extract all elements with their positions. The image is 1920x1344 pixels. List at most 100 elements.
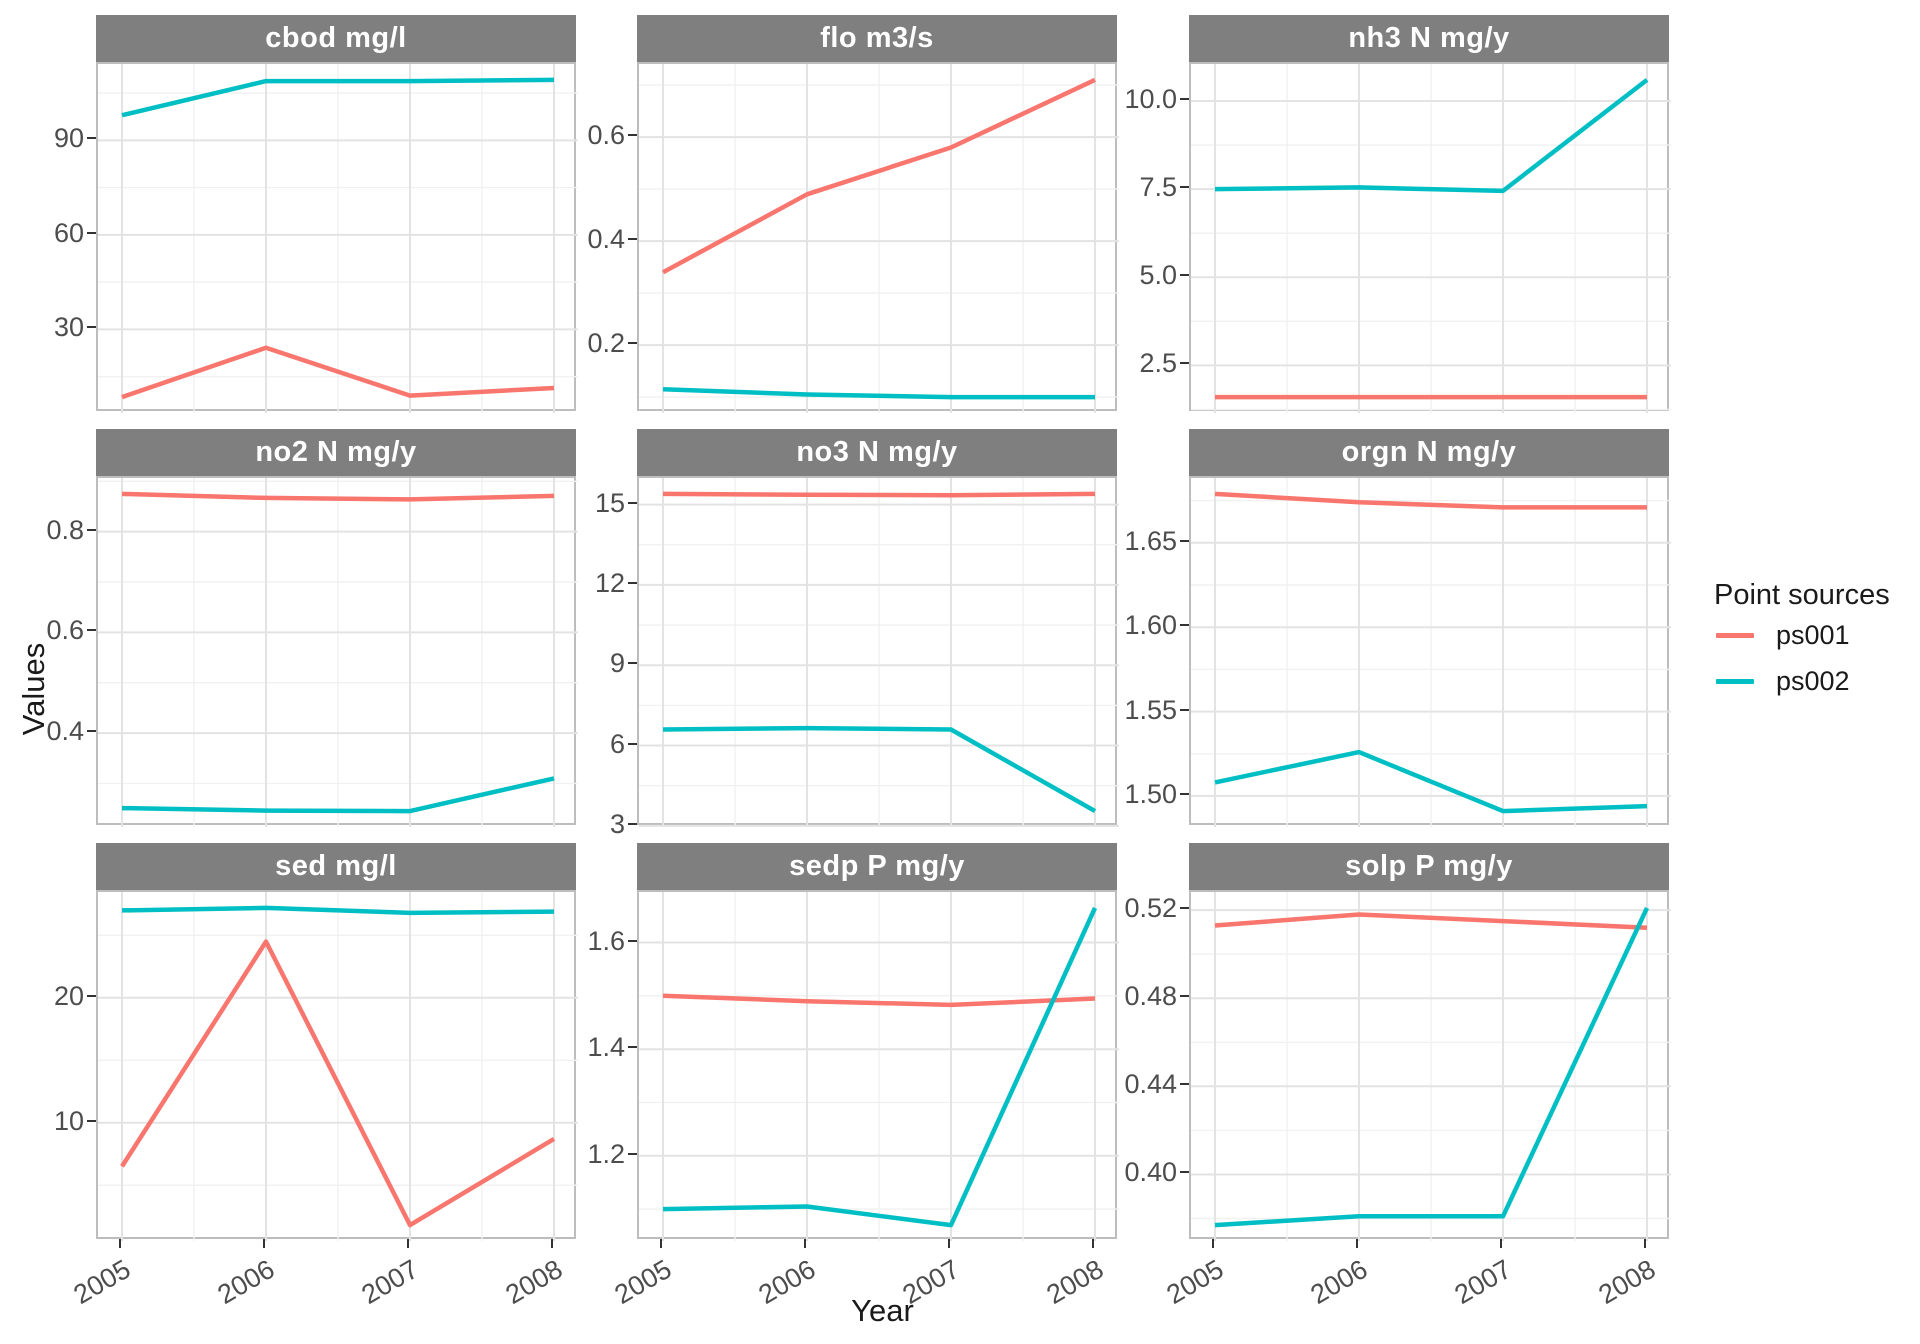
legend-entry: ps002 [1714, 658, 1920, 704]
series-line-ps002 [662, 387, 1095, 400]
y-tick-label: 90 [53, 123, 84, 153]
y-tick-label: 0.2 [587, 328, 625, 358]
legend: Point sources ps001 ps002 [1714, 578, 1920, 704]
series-line-ps001 [120, 939, 556, 1228]
y-tick-mark [628, 134, 637, 136]
facet-panel [96, 476, 578, 827]
y-tick-mark [628, 743, 637, 745]
y-tick-label: 30 [53, 312, 84, 342]
facet-strip-title: orgn N mg/y [1341, 436, 1517, 468]
y-tick-mark [628, 502, 637, 504]
y-tick-mark [1180, 1083, 1189, 1085]
y-tick-label: 6 [609, 729, 625, 759]
panel-plot-svg [98, 64, 578, 413]
y-tick-label: 0.4 [587, 224, 625, 254]
facet-strip: cbod mg/l [96, 15, 576, 62]
legend-entry-label: ps002 [1776, 665, 1850, 696]
y-tick-mark [1180, 186, 1189, 188]
x-tick-mark [948, 1239, 950, 1248]
series-line-ps002 [121, 905, 555, 916]
y-tick-mark [87, 326, 96, 328]
y-tick-label: 0.6 [46, 615, 84, 645]
facet-strip: sed mg/l [96, 843, 576, 890]
y-tick-mark [1180, 907, 1189, 909]
x-tick-mark [551, 1239, 553, 1248]
y-tick-label: 0.52 [1124, 893, 1177, 923]
facet-panel [96, 890, 578, 1241]
legend-entry: ps001 [1714, 612, 1920, 658]
series-line-ps001 [661, 77, 1096, 275]
y-tick-label: 10.0 [1124, 84, 1177, 114]
facet-panel [637, 890, 1119, 1241]
y-tick-mark [628, 238, 637, 240]
y-tick-mark [1180, 362, 1189, 364]
series-line-ps001 [662, 491, 1096, 498]
y-tick-label: 9 [609, 648, 625, 678]
y-tick-mark [628, 662, 637, 664]
y-tick-label: 7.5 [1139, 172, 1177, 202]
y-tick-mark [87, 629, 96, 631]
x-tick-mark [804, 1239, 806, 1248]
y-tick-mark [87, 995, 96, 997]
x-tick-mark [1356, 1239, 1358, 1248]
facet-strip: orgn N mg/y [1189, 429, 1669, 476]
panel-plot-svg [1191, 892, 1671, 1241]
facet-strip: solp P mg/y [1189, 843, 1669, 890]
facet-strip-title: solp P mg/y [1345, 850, 1513, 882]
series-line-ps002 [121, 776, 555, 814]
facet-panel [1189, 62, 1671, 413]
y-tick-label: 1.50 [1124, 779, 1177, 809]
series-line-ps002 [121, 77, 555, 118]
facet-strip-title: no3 N mg/y [796, 436, 958, 468]
panel-plot-svg [639, 892, 1119, 1241]
x-tick-mark [1212, 1239, 1214, 1248]
facet-strip: no2 N mg/y [96, 429, 576, 476]
series-line-ps001 [662, 993, 1096, 1008]
facet-panel [1189, 890, 1671, 1241]
y-tick-label: 20 [53, 981, 84, 1011]
series-line-ps001 [1214, 491, 1647, 510]
legend-key-line-icon [1716, 678, 1754, 684]
y-tick-mark [628, 582, 637, 584]
facet-panel [1189, 476, 1671, 827]
facet-strip-title: cbod mg/l [265, 22, 407, 54]
y-tick-mark [1180, 995, 1189, 997]
y-tick-mark [628, 940, 637, 942]
y-tick-mark [628, 823, 637, 825]
y-tick-mark [628, 1153, 637, 1155]
series-line-ps001 [121, 345, 555, 400]
panel-plot-svg [1191, 478, 1671, 827]
y-tick-label: 3 [609, 809, 625, 839]
y-tick-mark [87, 529, 96, 531]
series-line-ps002 [1214, 906, 1650, 1228]
facet-strip-title: sed mg/l [275, 850, 397, 882]
series-line-ps002 [1214, 749, 1648, 814]
facet-strip-title: no2 N mg/y [255, 436, 417, 468]
x-tick-mark [1644, 1239, 1646, 1248]
x-tick-mark [263, 1239, 265, 1248]
y-tick-mark [1180, 1171, 1189, 1173]
panel-plot-svg [639, 478, 1119, 827]
series-line-ps002 [662, 906, 1098, 1228]
legend-key-line-icon [1716, 632, 1754, 638]
y-tick-label: 12 [594, 568, 625, 598]
facet-strip: no3 N mg/y [637, 429, 1117, 476]
facet-strip: sedp P mg/y [637, 843, 1117, 890]
y-tick-mark [628, 342, 637, 344]
x-tick-mark [1500, 1239, 1502, 1248]
panel-plot-svg [639, 64, 1119, 413]
series-line-ps001 [121, 491, 555, 502]
y-tick-label: 1.2 [587, 1139, 625, 1169]
y-tick-mark [1180, 709, 1189, 711]
x-tick-mark [660, 1239, 662, 1248]
y-tick-label: 0.40 [1124, 1157, 1177, 1187]
y-tick-label: 10 [53, 1106, 84, 1136]
y-tick-label: 15 [594, 488, 625, 518]
legend-entry-label: ps001 [1776, 619, 1850, 650]
facet-strip-title: nh3 N mg/y [1348, 22, 1510, 54]
x-tick-mark [1092, 1239, 1094, 1248]
panel-plot-svg [98, 892, 578, 1241]
y-tick-mark [87, 1120, 96, 1122]
y-tick-label: 0.48 [1124, 981, 1177, 1011]
